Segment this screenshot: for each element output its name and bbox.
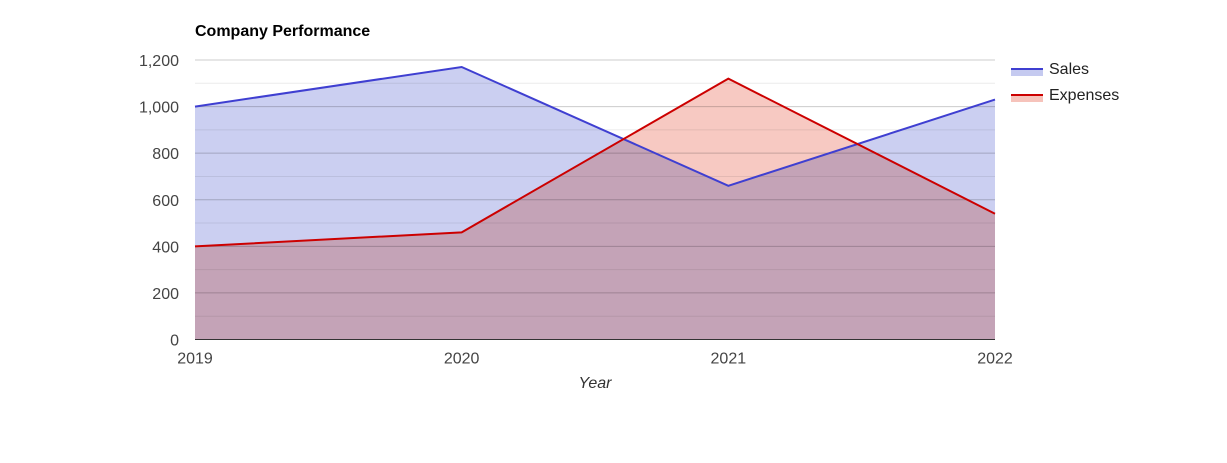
y-tick-label: 800 bbox=[152, 146, 179, 163]
line-expenses bbox=[194, 77, 996, 248]
legend-label-expenses: Expenses bbox=[1049, 87, 1119, 104]
line-sales bbox=[194, 65, 996, 187]
x-tick-label: 2022 bbox=[977, 351, 1013, 368]
series-areas bbox=[195, 66, 995, 340]
y-tick-label: 600 bbox=[152, 193, 179, 210]
legend: Sales Expenses bbox=[1011, 61, 1119, 104]
y-tick-label: 1,000 bbox=[139, 100, 179, 117]
y-tick-label: 200 bbox=[152, 286, 179, 303]
y-tick-label: 0 bbox=[170, 333, 179, 350]
legend-swatch-sales bbox=[1011, 68, 1043, 76]
legend-swatch-expenses bbox=[1011, 94, 1043, 102]
x-tick-label: 2021 bbox=[711, 351, 747, 368]
legend-label-sales: Sales bbox=[1049, 61, 1089, 78]
area-expenses bbox=[195, 78, 995, 340]
y-tick-label: 400 bbox=[152, 239, 179, 256]
chart-title: Company Performance bbox=[195, 23, 370, 40]
series-lines bbox=[194, 65, 996, 248]
y-tick-label: 1,200 bbox=[139, 53, 179, 70]
x-tick-label: 2019 bbox=[177, 351, 213, 368]
x-axis-label: Year bbox=[579, 375, 613, 392]
x-tick-label: 2020 bbox=[444, 351, 480, 368]
x-axis-ticks: 2019 2020 2021 2022 bbox=[177, 351, 1013, 368]
y-axis-ticks: 0 200 400 600 800 1,000 1,200 bbox=[139, 53, 179, 350]
